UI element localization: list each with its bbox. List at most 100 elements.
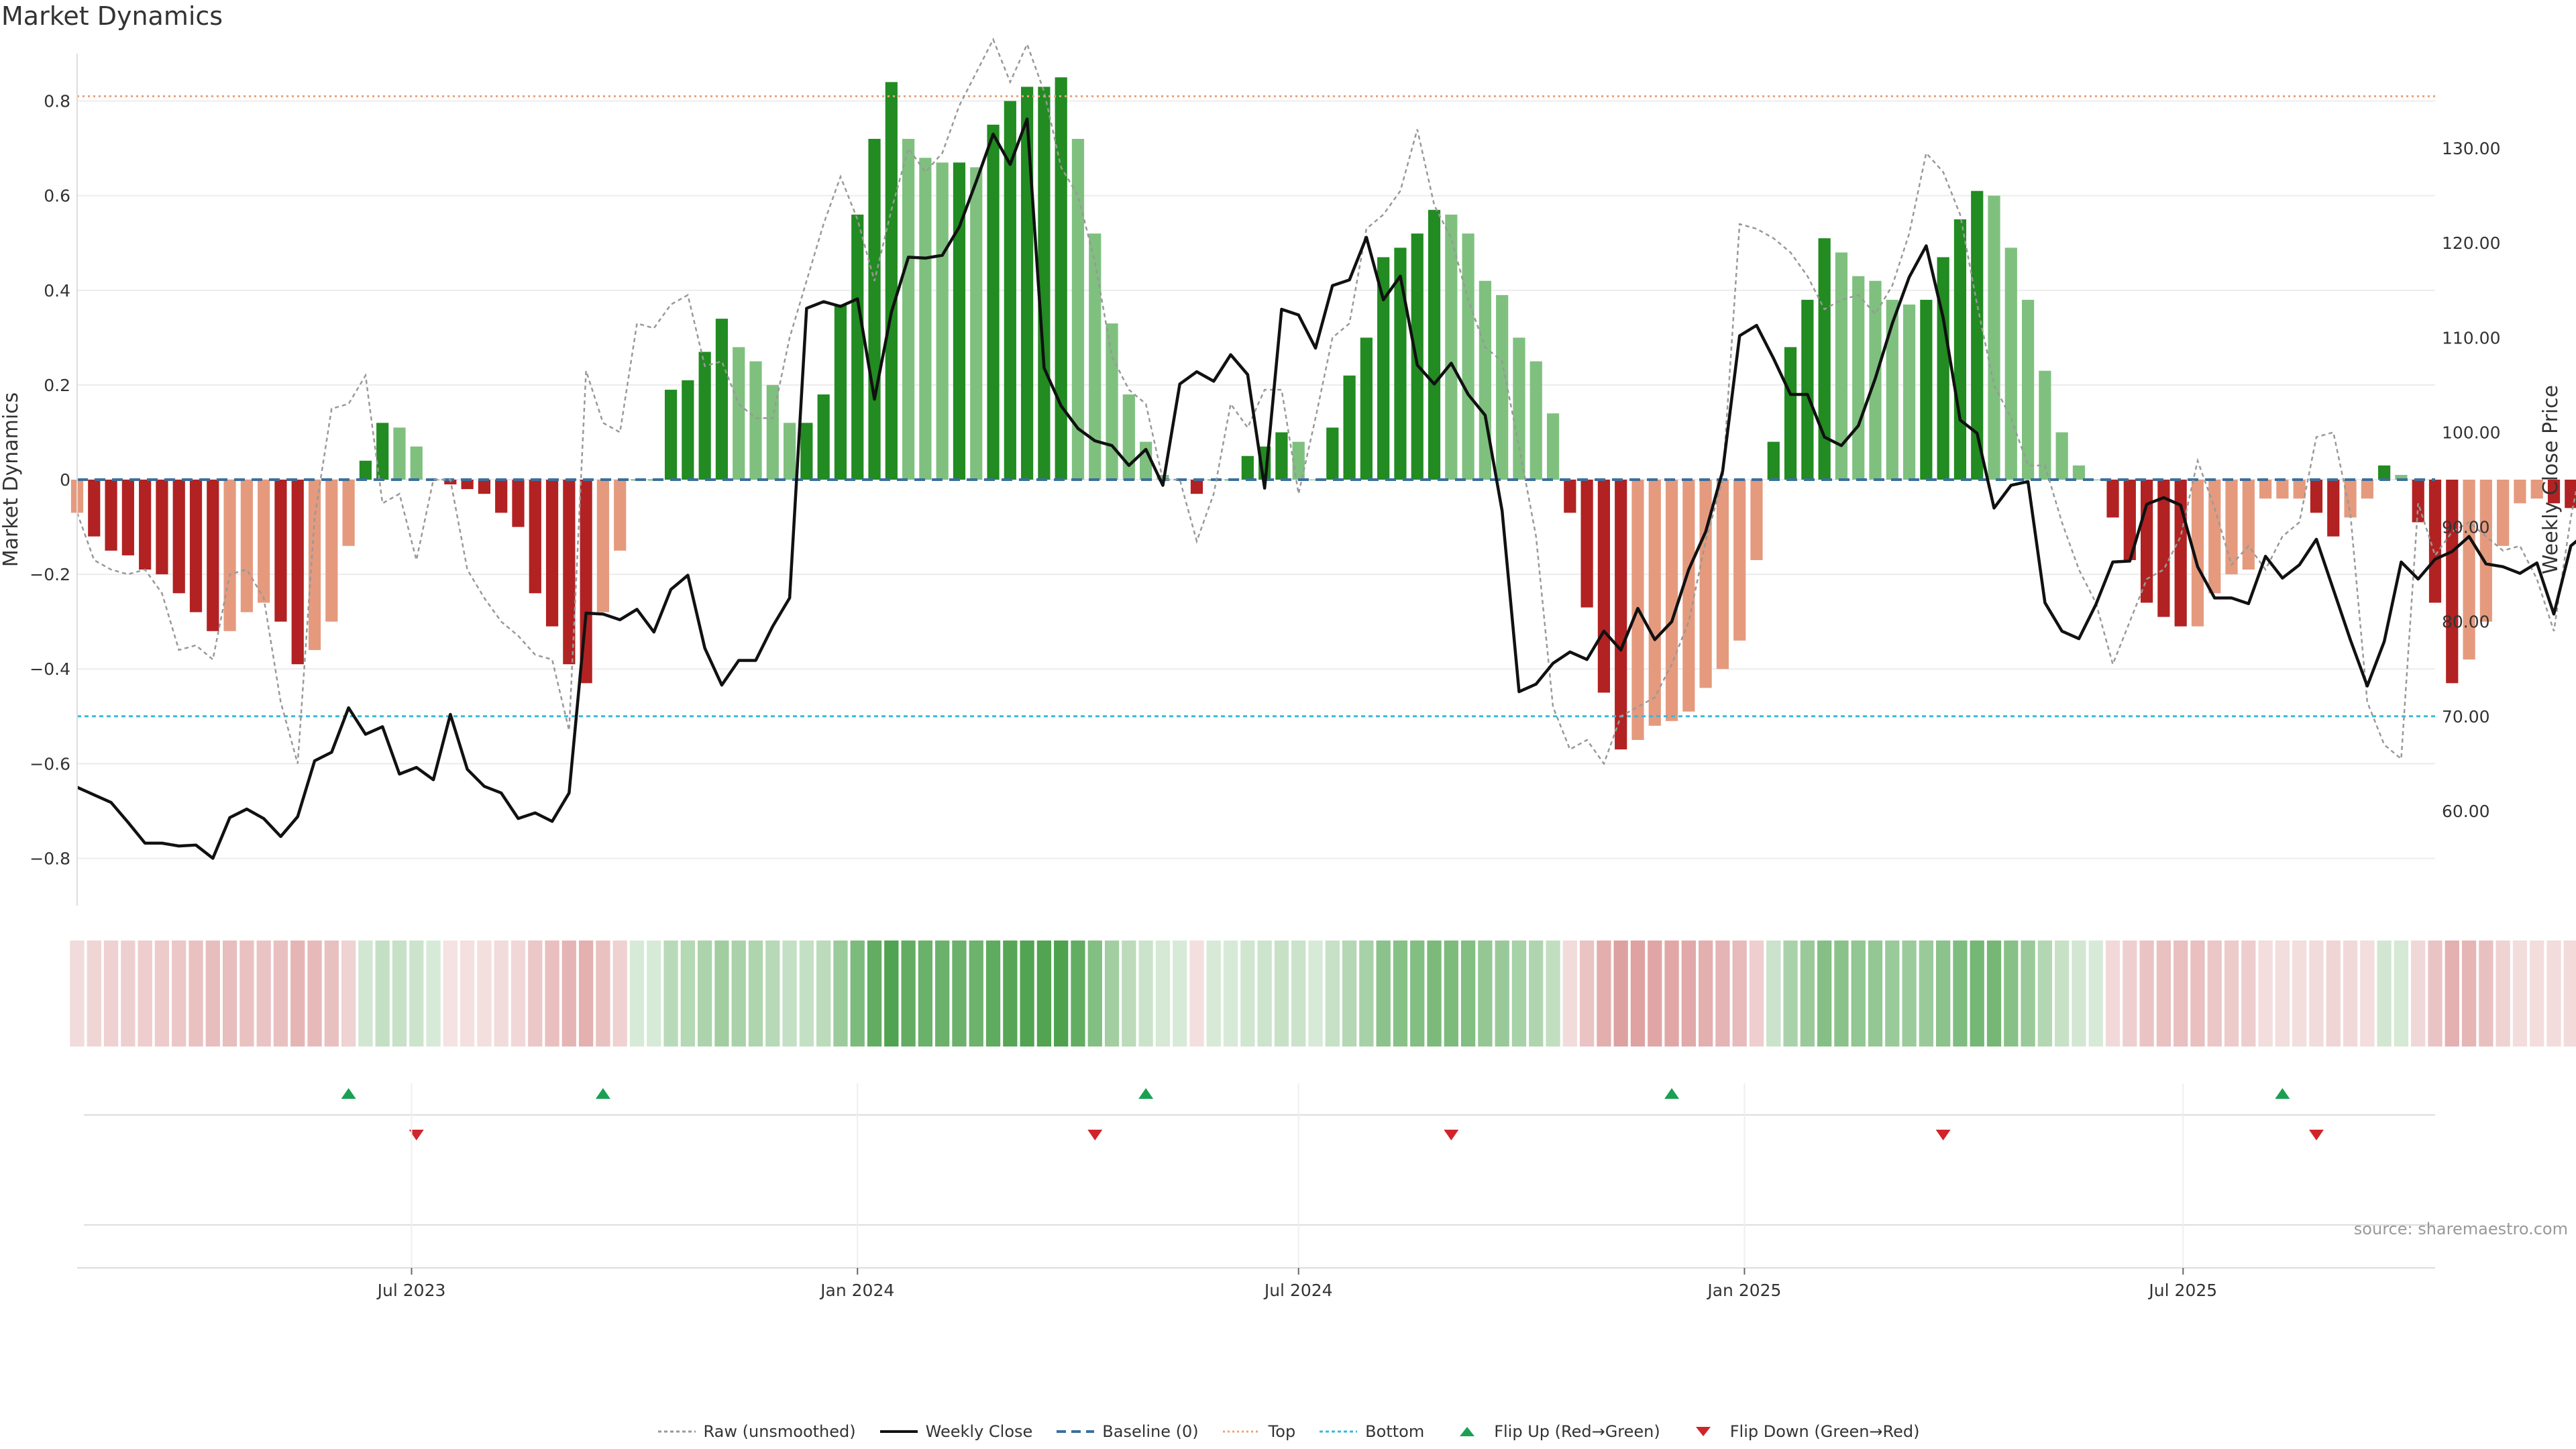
x-tick-label: Jan 2024 (819, 1281, 894, 1300)
heat-cell (2377, 941, 2392, 1046)
bar (563, 480, 576, 665)
heat-cell (121, 941, 136, 1046)
legend-item-flipdown: Flip Down (Green→Red) (1683, 1422, 1920, 1441)
legend-label: Flip Up (Red→Green) (1494, 1422, 1660, 1441)
bar (1597, 480, 1611, 693)
bar (614, 480, 627, 551)
bar (291, 480, 304, 665)
heat-cell (1732, 941, 1747, 1046)
bar (1411, 233, 1424, 480)
heat-cell (222, 941, 237, 1046)
y-axis-left-title: Market Dynamics (0, 392, 23, 568)
bar (1241, 455, 1254, 480)
y-tick-right: 60.00 (2442, 802, 2490, 821)
bar (682, 380, 694, 480)
bar (512, 480, 525, 527)
bar (2514, 480, 2526, 504)
legend-symbol-bottom (1320, 1430, 1358, 1433)
heat-cell (2275, 941, 2290, 1046)
bar (1886, 299, 1898, 480)
bar (2242, 480, 2255, 570)
y-tick-right: 70.00 (2442, 707, 2490, 727)
heat-cell (1138, 941, 1153, 1046)
legend-symbol-close (879, 1430, 918, 1433)
x-axis: Jul 2023 Jan 2024 Jul 2024 Jan 2025 Jul 2025 (77, 1083, 2435, 1300)
bar (936, 162, 949, 480)
bar (851, 214, 864, 480)
heat-cell (1071, 941, 1085, 1046)
heat-cell (154, 941, 170, 1046)
heat-cell (1427, 941, 1442, 1046)
heat-cell (782, 941, 797, 1046)
y-tick-left: 0 (60, 470, 70, 490)
legend-label: Baseline (0) (1102, 1422, 1199, 1441)
heat-cell (884, 941, 899, 1046)
flip-down-marker (1444, 1130, 1459, 1140)
heat-cell (528, 941, 543, 1046)
flip-up-marker (1138, 1088, 1154, 1099)
bar (189, 480, 203, 612)
flip-down-marker (409, 1130, 424, 1140)
heat-cell (409, 941, 424, 1046)
bar (2141, 480, 2153, 603)
heat-cell (1020, 941, 1034, 1046)
y-tick-left: 0.4 (44, 281, 70, 301)
heat-cell (731, 941, 746, 1046)
heat-cell (629, 941, 645, 1046)
heat-cell (1325, 941, 1340, 1046)
heat-strip (70, 941, 2576, 1046)
flip-down-marker (1935, 1130, 1951, 1140)
heat-cell (1970, 941, 1984, 1046)
y-tick-left: −0.4 (30, 659, 70, 679)
heat-cell (358, 941, 373, 1046)
bar (1462, 233, 1474, 480)
heat-cell (460, 941, 475, 1046)
heat-cell (1173, 941, 1187, 1046)
heat-cell (1393, 941, 1408, 1046)
heat-cell (2190, 941, 2205, 1046)
bar (359, 460, 372, 480)
heat-cell (901, 941, 916, 1046)
bar (2497, 480, 2510, 546)
heat-cell (2546, 941, 2561, 1046)
heat-cell (1834, 941, 1849, 1046)
y-tick-left: −0.2 (30, 565, 70, 584)
bar (529, 480, 541, 594)
chart-title: Market Dynamics (1, 1, 223, 31)
legend-label: Raw (unsmoothed) (703, 1422, 856, 1441)
flip-markers (84, 1088, 2435, 1226)
heat-cell (2292, 941, 2307, 1046)
weekly-close-line (76, 117, 2576, 860)
heat-cell (1613, 941, 1628, 1046)
legend-item-flipup: Flip Up (Red→Green) (1447, 1422, 1660, 1441)
bar (1546, 413, 1560, 480)
heat-cell (2055, 941, 2070, 1046)
heat-cell (1664, 941, 1679, 1046)
bar (2157, 480, 2170, 617)
reference-lines (77, 95, 2435, 718)
heat-cell (1953, 941, 1968, 1046)
heat-cell (1223, 941, 1238, 1046)
bar (885, 82, 898, 480)
bar (596, 480, 610, 612)
heat-cell (511, 941, 526, 1046)
bar (970, 167, 983, 480)
bar (2395, 474, 2408, 480)
y-tick-left: −0.6 (30, 754, 70, 773)
bar (2293, 480, 2306, 499)
heat-cell (2563, 941, 2576, 1046)
bar (766, 384, 779, 480)
heat-cell (1495, 941, 1509, 1046)
heat-cell (2343, 941, 2358, 1046)
heat-cell (2224, 941, 2239, 1046)
bar (733, 347, 745, 480)
bar (2463, 480, 2475, 660)
bar (1343, 375, 1356, 480)
heat-cell (698, 941, 712, 1046)
bar (919, 158, 932, 480)
bar (953, 162, 966, 480)
heat-cell (2496, 941, 2510, 1046)
heat-cell (2174, 941, 2188, 1046)
bar (1004, 101, 1016, 480)
heat-cell (952, 941, 967, 1046)
